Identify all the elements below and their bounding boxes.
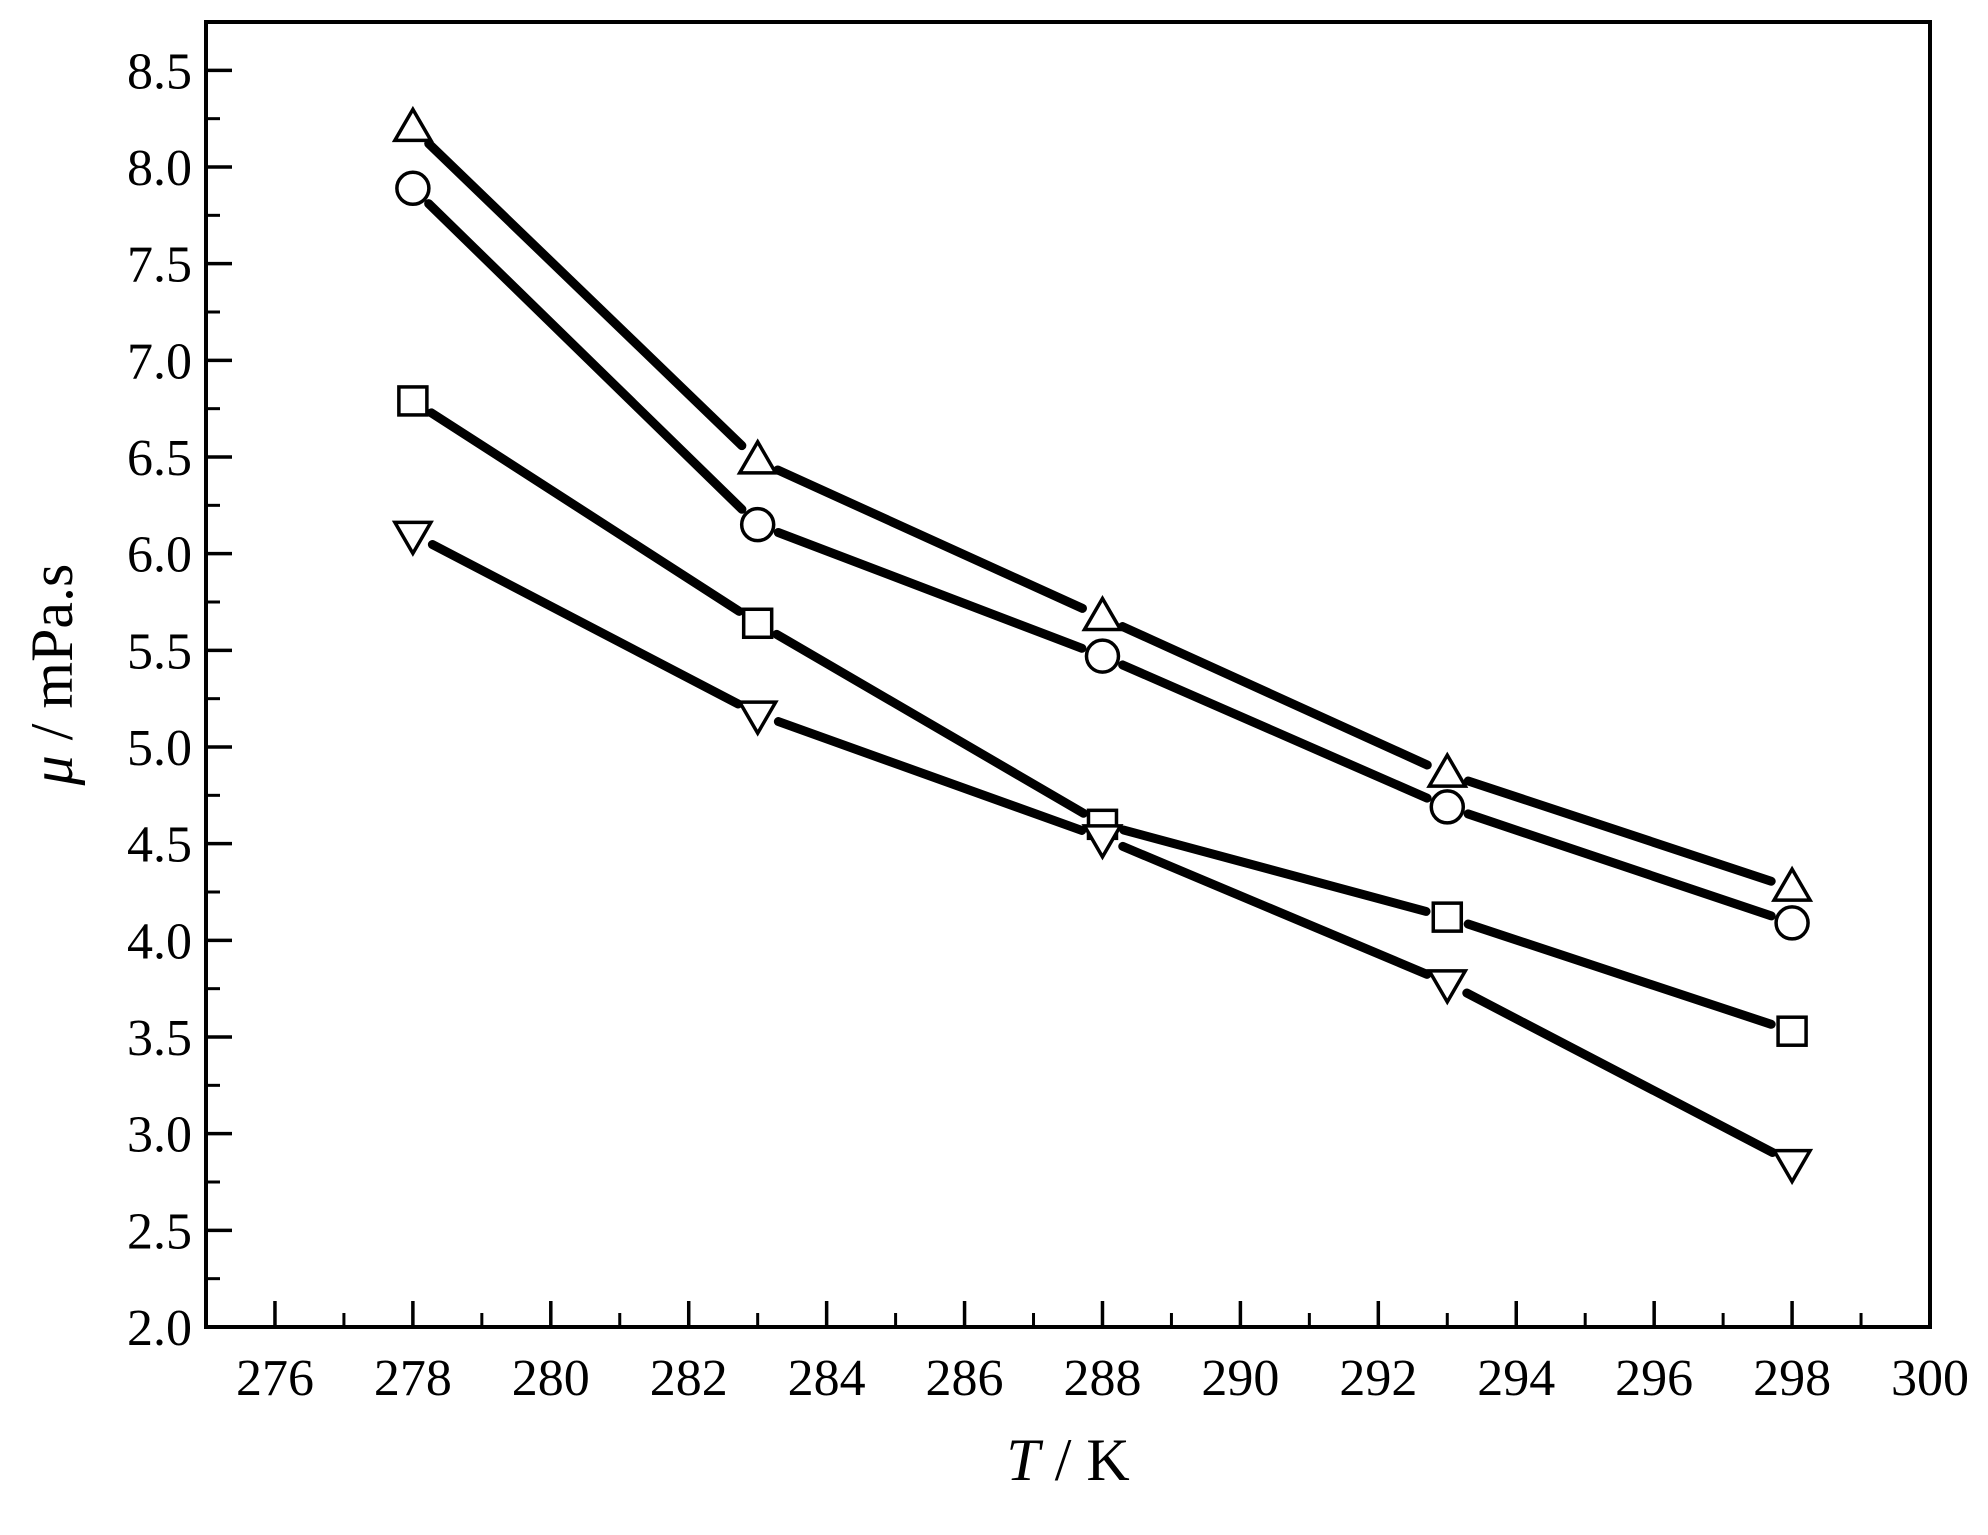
axis-ticks [204,20,1932,1329]
y-tick-label: 2.0 [127,1300,192,1357]
x-axis-title: T / K [1006,1427,1129,1493]
series-4-segment [773,717,1087,835]
data-point-square [1431,901,1464,933]
series-3-segment [1119,825,1431,916]
data-point-triangle-down [1426,969,1469,1006]
data-point-square [741,607,774,640]
y-tick-label: 5.0 [127,720,192,777]
data-point-circle [1429,789,1466,825]
y-tick-labels: 2.0 2.5 3.0 3.5 4.0 4.5 5.0 5.5 6.0 6.5 7.0 7.5 8.0 8… [127,43,192,1357]
x-tick-label: 292 [1339,1350,1417,1407]
data-point-triangle-down [736,700,779,737]
y-axis-title: μ / mPa.s [19,564,85,787]
x-tick-label: 296 [1615,1350,1693,1407]
y-tick-label: 7.5 [127,237,192,294]
data-point-circle [1774,905,1810,941]
x-tick-label: 278 [374,1350,452,1407]
x-tick-label: 294 [1477,1350,1555,1407]
data-point-circle [395,170,431,207]
series-markers [391,105,1814,1186]
x-tick-label: 286 [926,1350,1004,1407]
series-4-segment [427,540,743,709]
x-tick-label: 298 [1753,1350,1831,1407]
series-3-segment [772,629,1088,818]
x-tick-label: 280 [512,1350,590,1407]
data-point-triangle-up [736,438,779,475]
y-tick-label: 8.0 [127,140,192,197]
data-point-triangle-down [391,520,434,557]
x-tick-label: 284 [788,1350,866,1407]
data-point-circle [1084,638,1121,674]
data-point-triangle-up [1081,594,1124,632]
y-tick-label: 7.0 [127,333,192,390]
series-3-segment [1463,919,1776,1029]
y-tick-label: 3.0 [127,1107,192,1164]
series-1-segment [424,139,747,451]
series-2-segment [1463,809,1776,921]
x-tick-label: 282 [650,1350,728,1407]
y-tick-label: 6.0 [127,527,192,584]
data-point-triangle-up [1426,751,1469,788]
x-tick-labels: 276 278 280 282 284 286 288 290 292 294 296 298 300 [236,1350,1969,1407]
x-tick-label: 290 [1201,1350,1279,1407]
data-point-triangle-up [391,105,434,143]
series-1-segment [773,465,1087,613]
y-tick-label: 4.0 [127,913,192,970]
series-1-segment [1463,776,1776,886]
y-tick-label: 4.5 [127,817,192,874]
y-tick-label: 6.5 [127,430,192,487]
data-point-triangle-down [1081,824,1124,861]
y-axis-unit: / mPa.s [19,564,85,756]
x-tick-label: 300 [1891,1350,1969,1407]
x-tick-label: 276 [236,1350,314,1407]
series-4-segment [1118,841,1432,979]
series-2-segment [1118,660,1432,803]
series-3-segment [426,408,744,616]
y-tick-label: 3.5 [127,1010,192,1067]
y-axis-symbol: μ [19,755,85,786]
data-point-square [1776,1015,1808,1047]
data-point-triangle-down [1771,1148,1814,1186]
x-axis-unit: / K [1040,1427,1130,1493]
x-tick-label: 288 [1063,1350,1141,1407]
series-4-segment [1462,988,1778,1157]
y-tick-label: 2.5 [127,1203,192,1260]
y-tick-label: 8.5 [127,43,192,100]
data-point-square [397,385,429,417]
y-tick-label: 5.5 [127,623,192,680]
series-2-segment [424,199,747,514]
x-axis-symbol: T [1006,1427,1043,1493]
data-point-circle [739,506,776,543]
plot-frame [204,20,1932,1329]
series-1-segment [1118,622,1432,770]
series-lines [424,139,1778,1157]
series-2-segment [773,528,1087,653]
data-point-triangle-up [1771,865,1814,902]
